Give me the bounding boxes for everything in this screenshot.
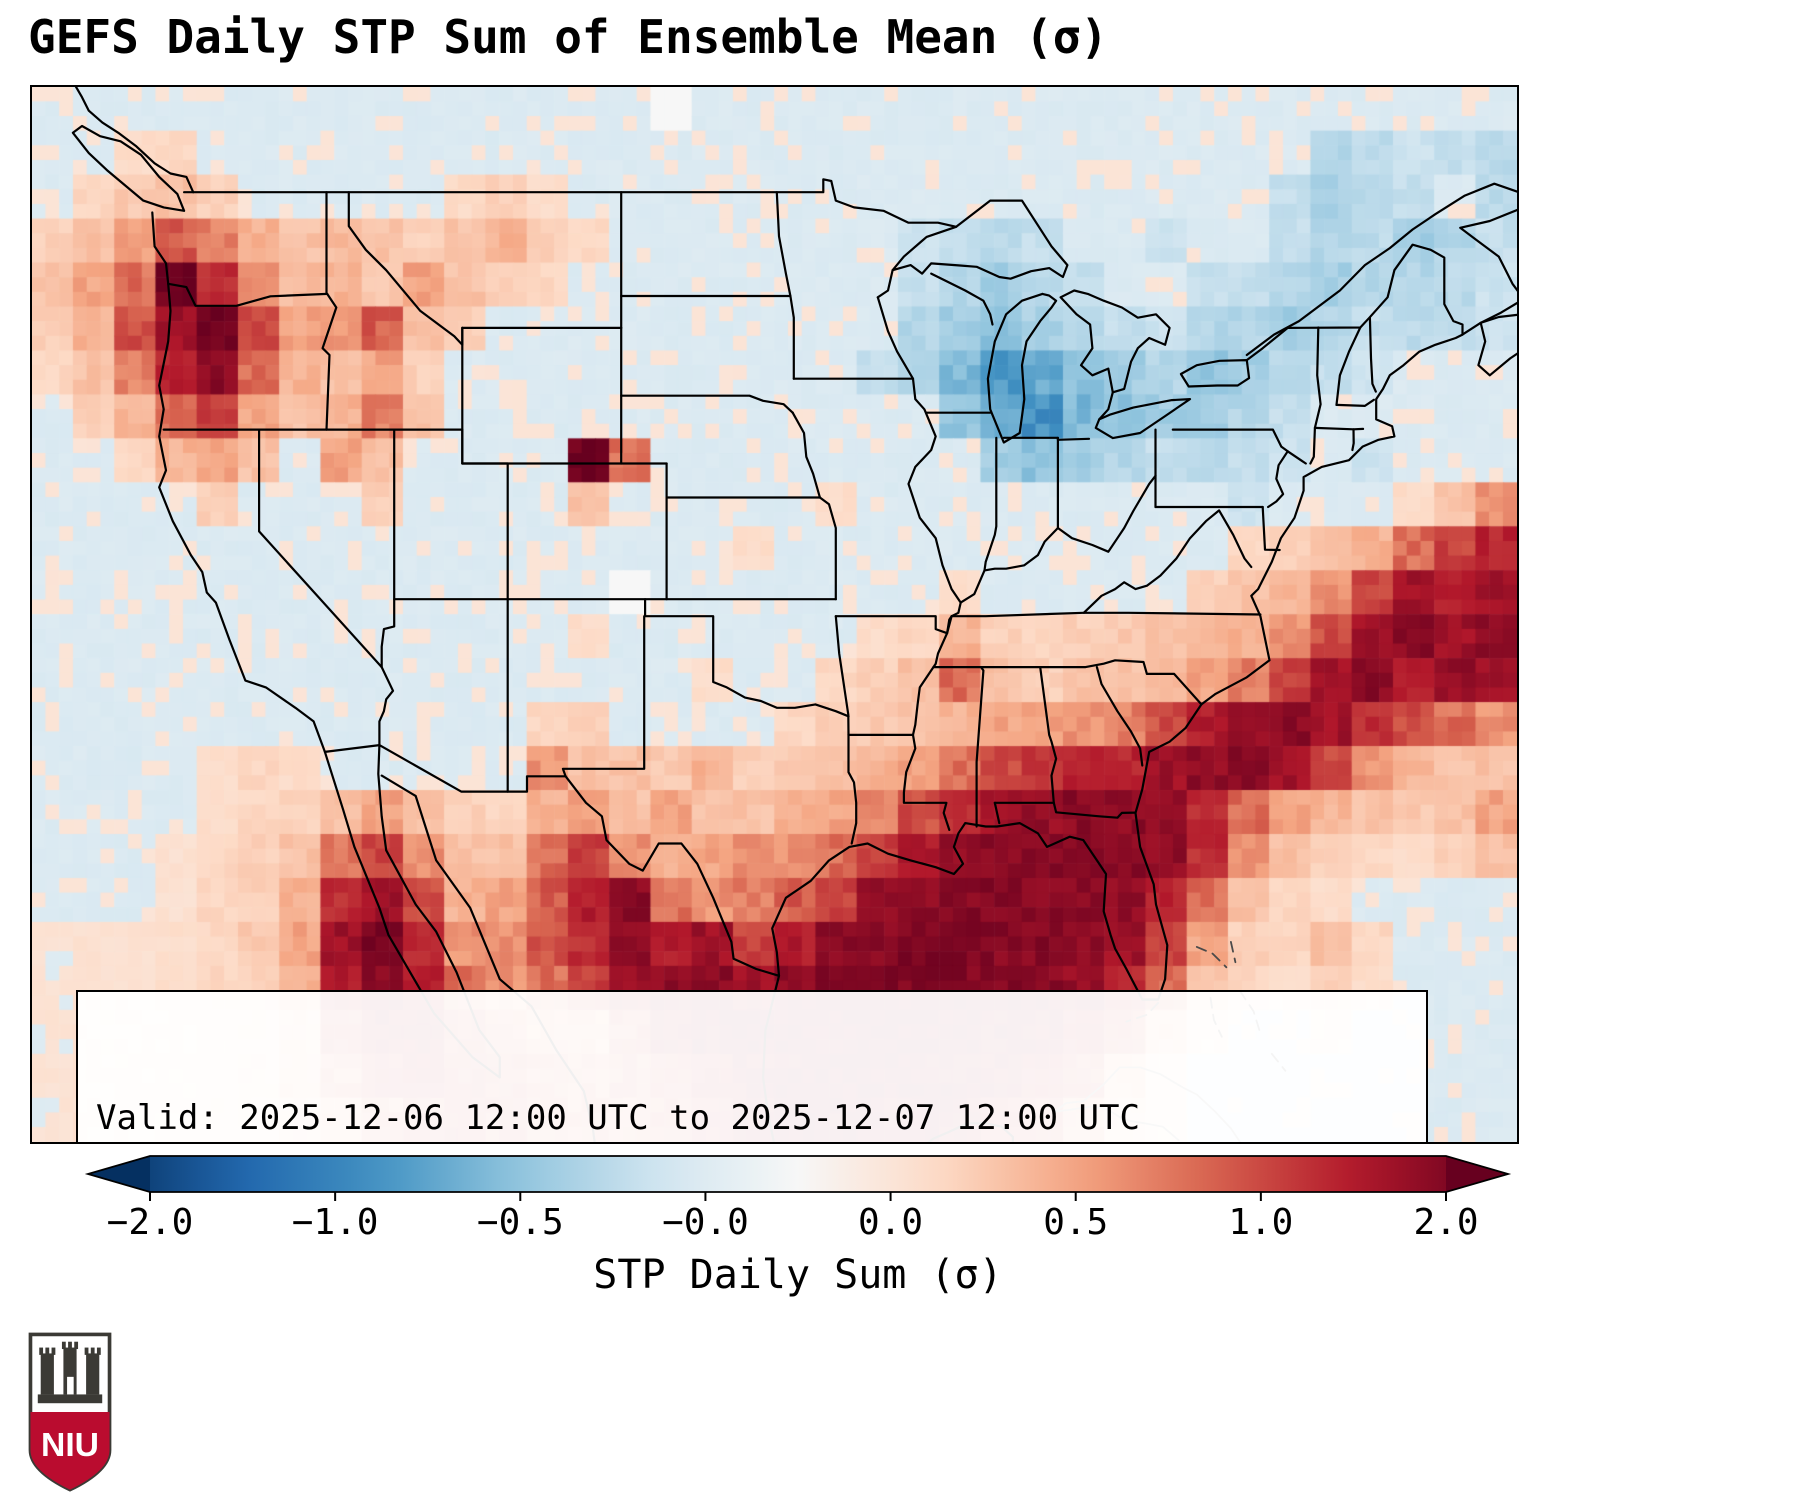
- border-line: [775, 191, 795, 380]
- niu-castle-gate: [67, 1376, 74, 1395]
- colorbar-tick-label: 0.0: [858, 1202, 924, 1243]
- border-line: [71, 124, 186, 212]
- colorbar-tick-label: −0.0: [662, 1202, 749, 1243]
- border-line: [461, 428, 509, 601]
- border-line: [975, 666, 985, 828]
- border-line: [1059, 289, 1171, 394]
- colorbar-tick-label: 1.0: [1228, 1202, 1294, 1243]
- border-line: [1313, 426, 1365, 431]
- niu-red-band: [30, 1412, 110, 1490]
- niu-logo: NIU: [28, 1332, 112, 1492]
- border-line: [950, 611, 1262, 618]
- border-line: [993, 801, 1137, 819]
- border-line: [1335, 398, 1375, 407]
- border-line: [380, 428, 396, 669]
- border-line: [932, 659, 1203, 706]
- geography-borders-overlay: [71, 87, 1517, 1142]
- border-line: [151, 211, 1464, 1001]
- colorbar-fill: [88, 1156, 150, 1192]
- border-line: [1368, 316, 1377, 393]
- niu-logo-text: NIU: [41, 1427, 99, 1464]
- stp-heatmap-canvas: [32, 87, 1517, 1142]
- border-line: [791, 411, 821, 499]
- border-line: [74, 87, 195, 194]
- border-line: [620, 394, 794, 414]
- border-line: [258, 428, 395, 747]
- border-line: [1351, 428, 1355, 452]
- border-line: [644, 598, 850, 718]
- border-line: [986, 292, 1058, 444]
- border-line: [1245, 182, 1517, 357]
- border-line: [993, 801, 1001, 825]
- colorbar-tick-label: −2.0: [106, 1202, 194, 1243]
- border-line: [1039, 666, 1058, 804]
- border-line: [834, 615, 953, 635]
- info-box: Valid: 2025-12-06 12:00 UTC to 2025-12-0…: [76, 990, 1428, 1142]
- border-line: [1002, 436, 1091, 441]
- border-line: [876, 296, 962, 831]
- border-line: [183, 178, 958, 228]
- border-line: [1095, 666, 1144, 767]
- border-line: [1230, 941, 1237, 964]
- border-line: [959, 474, 1157, 604]
- border-line: [561, 615, 646, 778]
- colorbar-tick-label: −1.0: [291, 1202, 379, 1243]
- border-line: [321, 292, 338, 431]
- border-line: [1286, 450, 1307, 465]
- colorbar-tick-label: 2.0: [1413, 1202, 1479, 1243]
- border-line: [1171, 428, 1289, 509]
- border-line: [818, 496, 837, 601]
- border-line: [1477, 313, 1517, 377]
- border-line: [930, 272, 994, 326]
- valid-time-text: Valid: 2025-12-06 12:00 UTC to 2025-12-0…: [96, 1098, 1140, 1138]
- border-line: [891, 199, 1069, 280]
- border-line: [1082, 509, 1253, 614]
- colorbar-tick-label: 0.5: [1043, 1202, 1109, 1243]
- border-line: [1098, 391, 1114, 421]
- border-line: [1261, 505, 1281, 552]
- border-line: [834, 615, 850, 736]
- border-line: [1335, 326, 1362, 406]
- border-line: [1179, 359, 1251, 388]
- border-line: [983, 436, 998, 572]
- border-line: [847, 733, 858, 845]
- border-line: [347, 191, 464, 346]
- colorbar-axis-label: STP Daily Sum (σ): [593, 1252, 1003, 1298]
- border-line: [1094, 398, 1192, 440]
- border-line: [876, 269, 894, 299]
- colorbar-tick-label: −0.5: [476, 1202, 564, 1243]
- colorbar: [84, 1155, 1512, 1201]
- figure-title: GEFS Daily STP Sum of Ensemble Mean (σ): [28, 10, 1109, 64]
- border-line: [1309, 326, 1322, 465]
- map-panel: Valid: 2025-12-06 12:00 UTC to 2025-12-0…: [30, 85, 1519, 1144]
- colorbar-fill: [1446, 1156, 1508, 1192]
- border-line: [167, 282, 329, 307]
- colorbar-gradient: [150, 1156, 1446, 1192]
- border-line: [1195, 946, 1228, 969]
